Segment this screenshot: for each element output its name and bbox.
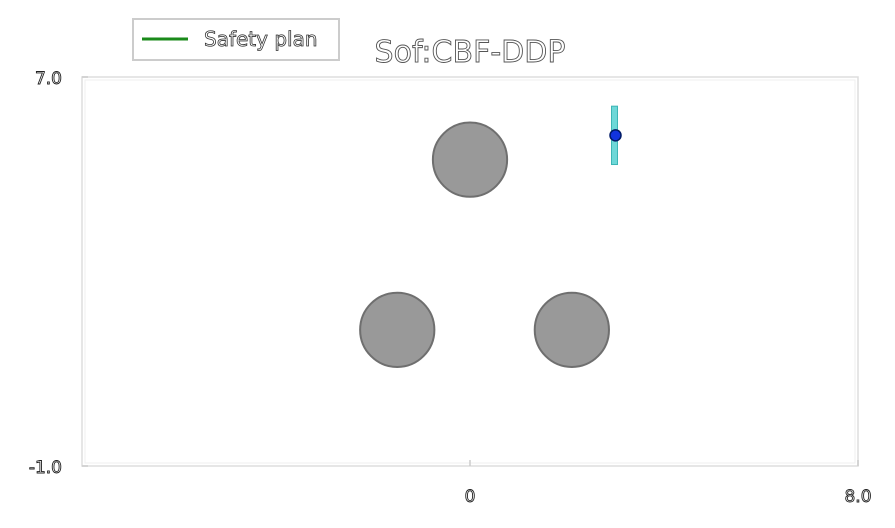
- obstacle-top: [431, 121, 509, 198]
- legend: Safety plan: [132, 18, 340, 61]
- obstacle-right: [533, 291, 610, 368]
- y-tick-label: 7.0: [35, 69, 62, 89]
- y-tick-label: -1.0: [29, 458, 62, 478]
- robot-marker: [609, 129, 622, 142]
- chart-title: Sof:CBF-DDP: [375, 35, 566, 70]
- axis-ticks: 0 8.0 7.0 -1.0: [28, 69, 872, 508]
- obstacle-left: [359, 291, 436, 368]
- legend-label-safety-plan: Safety plan: [204, 27, 318, 51]
- x-tick-label: 0: [465, 487, 476, 507]
- chart-marks: [359, 105, 622, 368]
- x-tick-label: 8.0: [844, 487, 871, 507]
